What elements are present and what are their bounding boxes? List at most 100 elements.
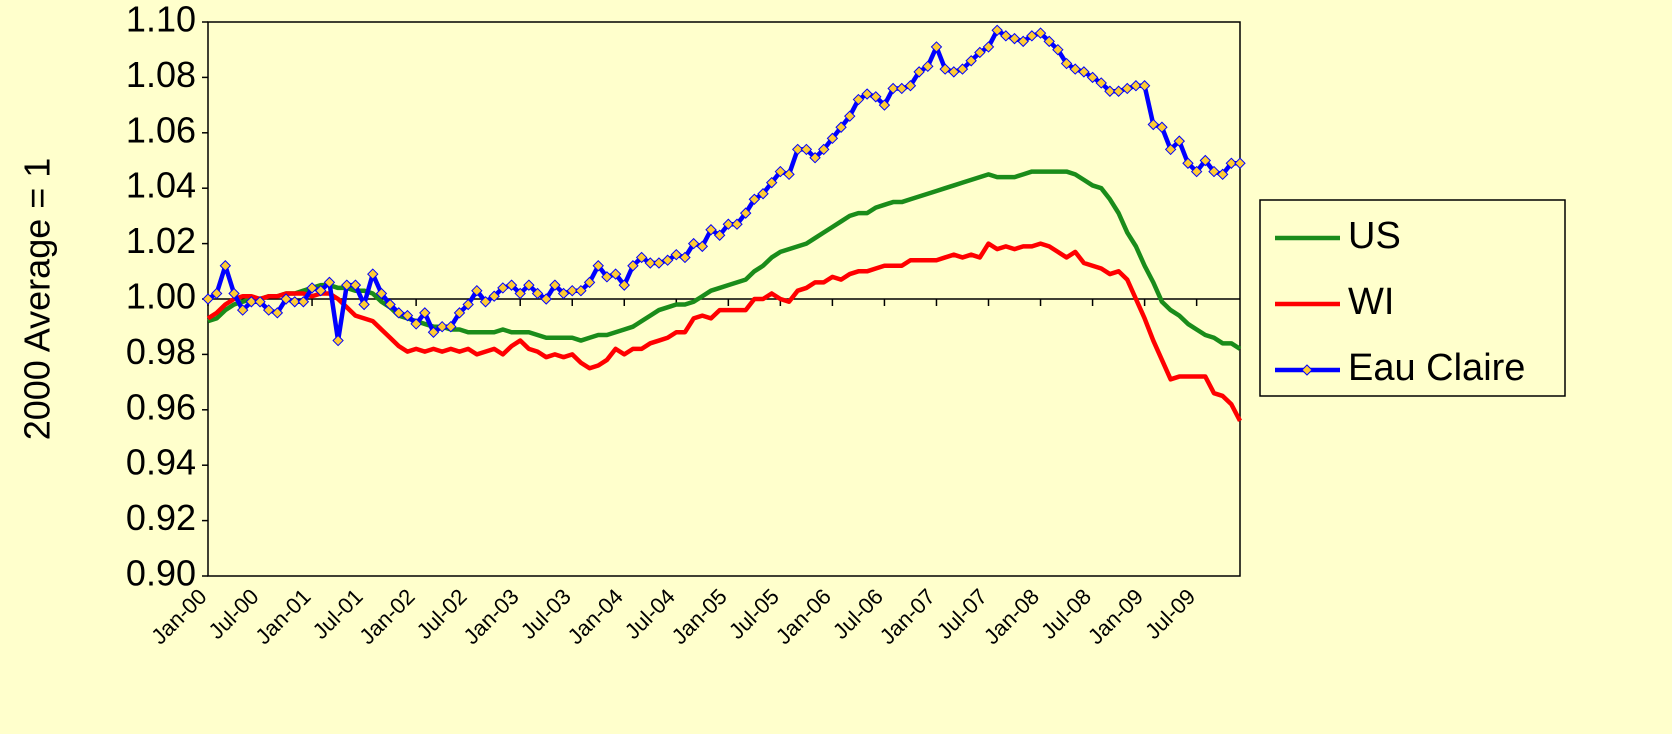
y-tick-label: 0.90 bbox=[126, 553, 196, 594]
data-point bbox=[922, 60, 934, 73]
legend-label: WI bbox=[1348, 281, 1394, 323]
data-point bbox=[323, 276, 336, 289]
data-point bbox=[739, 207, 752, 219]
data-point bbox=[497, 282, 509, 294]
data-point bbox=[939, 63, 951, 75]
data-point bbox=[748, 193, 761, 205]
data-point bbox=[1164, 143, 1177, 156]
data-point bbox=[635, 251, 648, 264]
y-tick-label: 0.98 bbox=[126, 331, 196, 372]
legend-box bbox=[1259, 199, 1566, 397]
data-point bbox=[870, 91, 882, 103]
data-point bbox=[1173, 135, 1185, 147]
data-point bbox=[202, 293, 214, 305]
data-point bbox=[722, 218, 735, 230]
data-point bbox=[341, 279, 353, 291]
data-point bbox=[358, 298, 370, 311]
data-point bbox=[852, 93, 865, 106]
data-point bbox=[974, 46, 986, 59]
data-point bbox=[1199, 154, 1212, 167]
y-tick-label: 1.02 bbox=[126, 220, 196, 261]
data-point bbox=[262, 304, 275, 316]
data-point bbox=[219, 260, 232, 272]
data-point bbox=[878, 99, 891, 111]
data-point bbox=[930, 41, 943, 53]
data-point bbox=[410, 318, 422, 330]
data-point bbox=[644, 257, 656, 269]
data-point bbox=[653, 257, 665, 269]
data-point bbox=[531, 287, 544, 300]
data-point bbox=[1216, 168, 1229, 181]
data-point bbox=[948, 66, 960, 78]
data-point bbox=[306, 282, 318, 294]
data-point bbox=[254, 296, 266, 308]
data-point bbox=[419, 307, 431, 319]
data-point bbox=[1147, 118, 1159, 131]
data-point bbox=[1095, 77, 1107, 89]
data-point bbox=[367, 268, 379, 280]
data-point bbox=[393, 307, 405, 319]
data-point bbox=[1182, 157, 1194, 169]
y-tick-label: 1.06 bbox=[126, 109, 196, 150]
data-point bbox=[1086, 71, 1099, 84]
data-point bbox=[1060, 57, 1073, 70]
data-point bbox=[479, 296, 492, 308]
data-point bbox=[765, 176, 778, 189]
series-line bbox=[207, 169, 1242, 351]
data-point bbox=[1225, 157, 1238, 169]
data-point bbox=[427, 326, 440, 338]
data-point bbox=[514, 287, 526, 300]
data-point bbox=[540, 293, 552, 305]
data-point bbox=[401, 309, 414, 322]
data-point bbox=[315, 284, 327, 297]
data-point bbox=[809, 152, 821, 164]
y-tick-label: 0.96 bbox=[126, 386, 196, 427]
data-point bbox=[783, 168, 795, 181]
data-point bbox=[800, 143, 813, 156]
data-point bbox=[436, 320, 448, 333]
data-point bbox=[1234, 157, 1246, 169]
data-point bbox=[1017, 35, 1029, 48]
data-point bbox=[297, 296, 310, 308]
data-point bbox=[384, 298, 396, 311]
legend-marker bbox=[1301, 364, 1313, 376]
y-tick-label: 1.08 bbox=[126, 54, 196, 95]
data-point bbox=[887, 82, 899, 95]
data-point bbox=[245, 296, 258, 308]
data-point bbox=[1156, 121, 1168, 133]
legend-label: US bbox=[1348, 215, 1401, 257]
data-point bbox=[375, 287, 388, 300]
data-point bbox=[982, 41, 995, 53]
legend-label: Eau Claire bbox=[1348, 347, 1525, 389]
data-point bbox=[618, 279, 630, 291]
data-point bbox=[1043, 35, 1055, 48]
data-point bbox=[1208, 165, 1220, 178]
data-point bbox=[687, 237, 700, 250]
data-point bbox=[1026, 30, 1038, 42]
data-point bbox=[453, 307, 466, 319]
data-point bbox=[861, 88, 873, 100]
data-point bbox=[991, 24, 1003, 37]
data-point bbox=[1052, 43, 1064, 56]
data-point bbox=[1121, 82, 1133, 95]
data-point bbox=[349, 279, 362, 291]
data-point bbox=[471, 284, 483, 297]
data-point bbox=[1008, 32, 1021, 45]
data-point bbox=[913, 66, 925, 78]
data-point bbox=[228, 287, 240, 300]
data-point bbox=[549, 279, 561, 291]
data-point bbox=[1000, 30, 1012, 42]
data-point bbox=[505, 279, 518, 291]
data-point bbox=[896, 82, 908, 95]
data-point bbox=[575, 284, 587, 297]
data-point bbox=[1112, 85, 1125, 97]
data-point bbox=[488, 290, 500, 302]
data-point bbox=[523, 279, 535, 291]
data-point bbox=[1069, 63, 1081, 75]
data-point bbox=[705, 224, 717, 236]
data-point bbox=[679, 251, 691, 264]
data-point bbox=[757, 188, 769, 200]
data-point bbox=[627, 260, 639, 272]
data-point bbox=[1130, 80, 1142, 92]
